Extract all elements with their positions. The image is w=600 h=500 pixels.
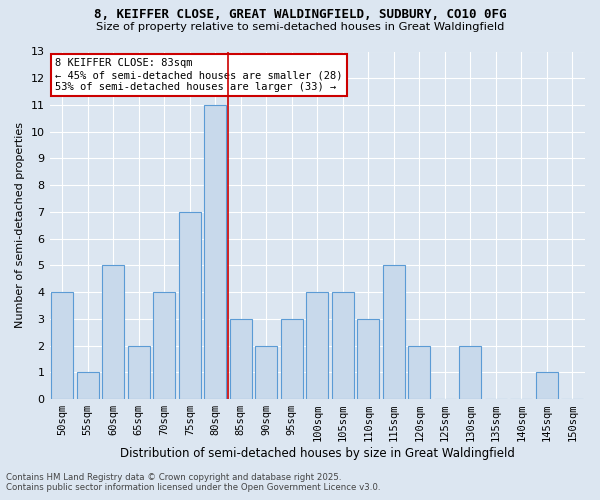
Bar (358, 319, 379, 399)
Bar (536, 372, 557, 399)
Bar (332, 292, 353, 399)
Bar (307, 292, 328, 399)
Bar (179, 212, 200, 399)
Text: Contains HM Land Registry data © Crown copyright and database right 2025.
Contai: Contains HM Land Registry data © Crown c… (6, 473, 380, 492)
Text: Size of property relative to semi-detached houses in Great Waldingfield: Size of property relative to semi-detach… (96, 22, 504, 32)
Y-axis label: Number of semi-detached properties: Number of semi-detached properties (15, 122, 25, 328)
Bar (460, 346, 481, 399)
Bar (154, 292, 175, 399)
Bar (383, 266, 404, 399)
Bar (256, 346, 277, 399)
Bar (128, 346, 149, 399)
Bar (281, 319, 302, 399)
Bar (409, 346, 430, 399)
Bar (230, 319, 251, 399)
Bar (205, 105, 226, 399)
Bar (52, 292, 73, 399)
Text: 8, KEIFFER CLOSE, GREAT WALDINGFIELD, SUDBURY, CO10 0FG: 8, KEIFFER CLOSE, GREAT WALDINGFIELD, SU… (94, 8, 506, 20)
Bar (103, 266, 124, 399)
X-axis label: Distribution of semi-detached houses by size in Great Waldingfield: Distribution of semi-detached houses by … (120, 447, 515, 460)
Text: 8 KEIFFER CLOSE: 83sqm
← 45% of semi-detached houses are smaller (28)
53% of sem: 8 KEIFFER CLOSE: 83sqm ← 45% of semi-det… (55, 58, 343, 92)
Bar (77, 372, 98, 399)
